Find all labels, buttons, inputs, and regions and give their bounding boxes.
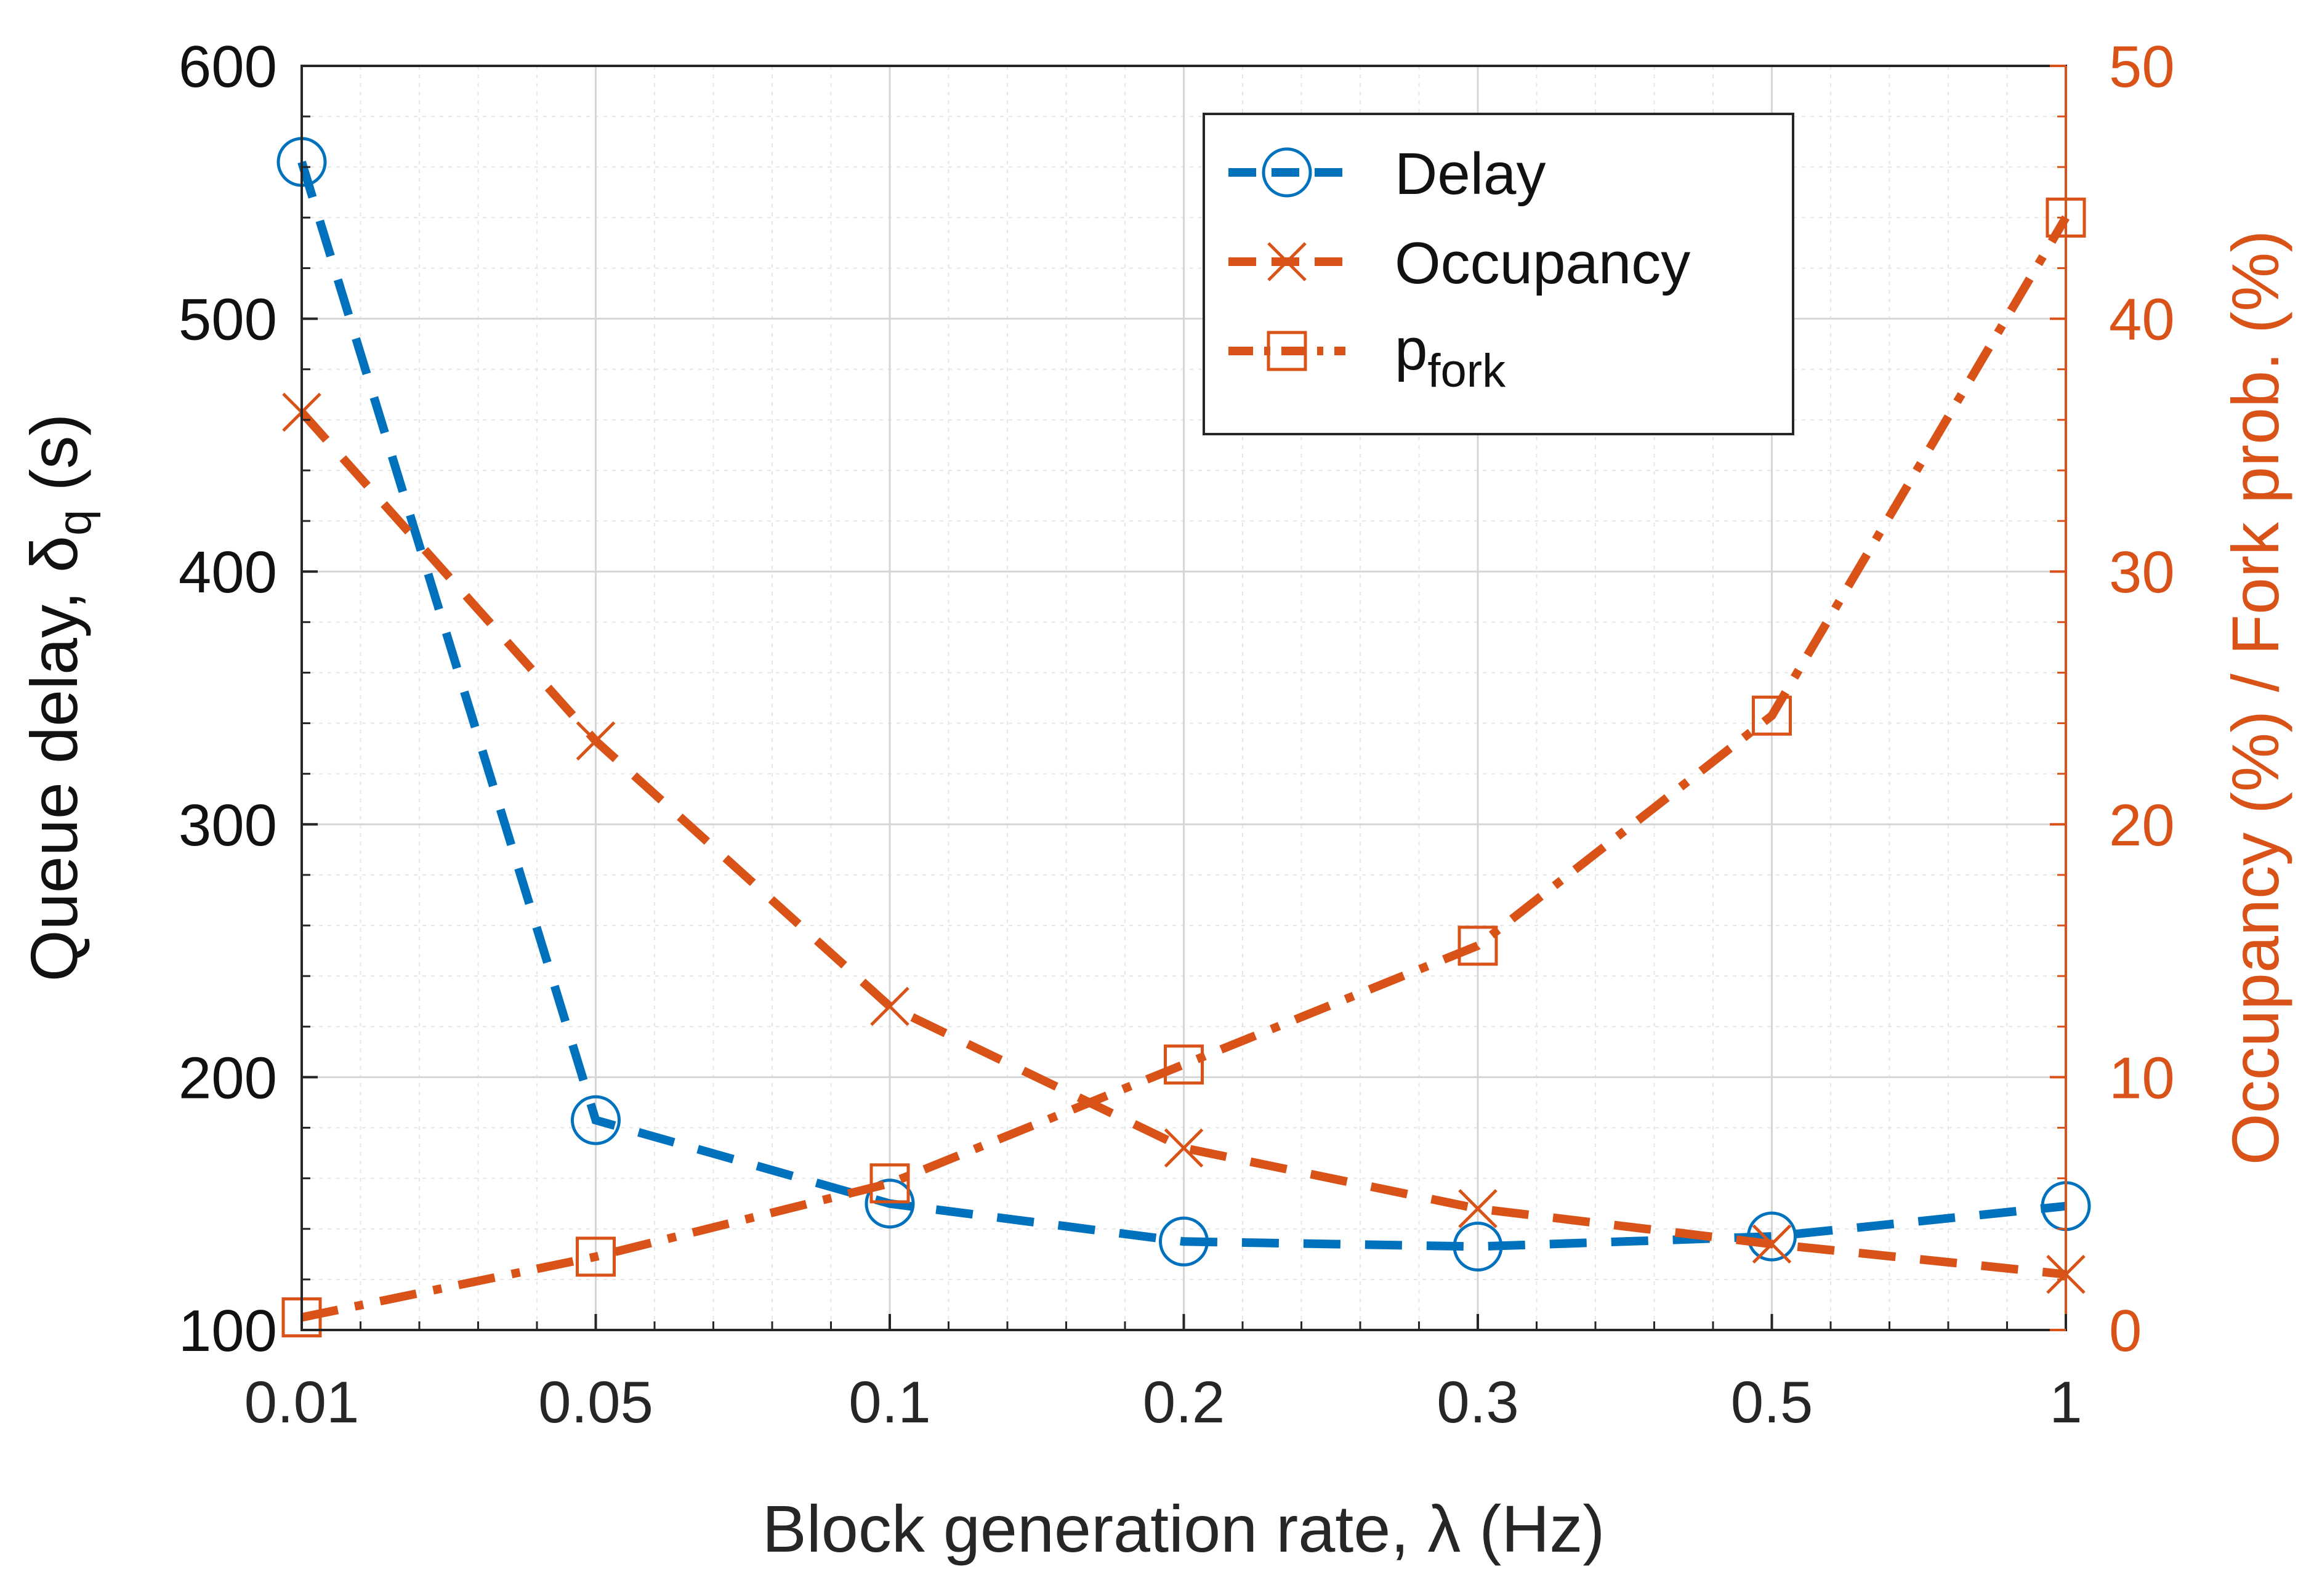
- data-point-p: [1457, 925, 1498, 966]
- data-point-p: [1752, 695, 1792, 736]
- x-axis-title: Block generation rate, λ (Hz): [762, 1491, 1605, 1566]
- ticks-layer: 0.01 0.05 0.1 0.2 0.3 0.5 1 100 200 300 400 500 600 0…: [179, 34, 2175, 1435]
- legend-marker-delay: [1262, 147, 1312, 198]
- x-tick-label: 1: [2049, 1369, 2082, 1435]
- data-point-delay: [1747, 1211, 1797, 1262]
- y-right-tick-label: 50: [2109, 34, 2175, 100]
- legend-label-occupancy: Occupancy: [1395, 230, 1690, 296]
- y-right-tick-label: 20: [2109, 792, 2175, 858]
- data-point-occupancy: [1752, 1224, 1792, 1264]
- data-point-occupancy: [1458, 1189, 1498, 1228]
- y-left-tick-label: 200: [179, 1045, 277, 1111]
- data-point-delay: [571, 1095, 621, 1145]
- y-left-tick-label: 500: [179, 287, 277, 353]
- left-axis-title: Queue delay, δq (s): [17, 414, 101, 982]
- left-axis-title-subscript: q: [49, 510, 101, 536]
- data-point-occupancy: [870, 986, 909, 1026]
- data-point-occupancy-stroke: [1164, 1128, 1204, 1168]
- x-tick-label: 0.1: [849, 1369, 930, 1435]
- data-point-occupancy: [576, 721, 616, 761]
- x-tick-label: 0.3: [1437, 1369, 1518, 1435]
- legend-marker-occupancy-stroke: [1267, 242, 1307, 281]
- data-point-occupancy-stroke: [870, 986, 909, 1026]
- series-line-delay: [297, 160, 2066, 1251]
- data-point-delay: [1453, 1222, 1503, 1272]
- left-axis-title-main: Queue delay, δ: [17, 536, 91, 982]
- legend-marker-p: [1267, 331, 1307, 371]
- data-point-delay: [1159, 1216, 1209, 1267]
- data-point-delay: [865, 1179, 915, 1229]
- data-point-occupancy-stroke: [576, 721, 616, 761]
- x-tick-label: 0.5: [1731, 1369, 1813, 1435]
- x-tick-label: 0.05: [538, 1369, 653, 1435]
- x-tick-label: 0.01: [244, 1369, 360, 1435]
- y-left-tick-label: 300: [179, 792, 277, 858]
- y-right-tick-label: 0: [2109, 1298, 2142, 1364]
- data-point-occupancy-stroke: [1458, 1189, 1498, 1228]
- data-point-p: [869, 1163, 910, 1204]
- x-tick-label: 0.2: [1143, 1369, 1225, 1435]
- legend-label-pfork-main: p: [1395, 316, 1427, 382]
- right-axis-title: Occupancy (%) / Fork prob. (%): [2218, 230, 2292, 1165]
- data-point-occupancy: [1164, 1128, 1204, 1168]
- left-axis-title-tail: (s): [17, 414, 91, 510]
- legend-label-pfork-subscript: fork: [1427, 345, 1506, 397]
- y-left-tick-label: 400: [179, 539, 277, 605]
- data-point-p: [1164, 1044, 1204, 1085]
- legend-label-delay: Delay: [1395, 141, 1546, 207]
- y-right-tick-label: 10: [2109, 1045, 2175, 1111]
- legend: Delay Occupancy pfork: [1203, 113, 1794, 435]
- data-point-p: [576, 1236, 616, 1277]
- y-left-tick-label: 600: [179, 34, 277, 100]
- y-right-tick-label: 40: [2109, 287, 2175, 353]
- legend-label-pfork: pfork: [1395, 316, 1506, 397]
- data-point-occupancy-stroke: [1752, 1224, 1792, 1264]
- y-right-tick-label: 30: [2109, 539, 2175, 605]
- legend-box: [1203, 113, 1794, 435]
- legend-marker-occupancy: [1267, 242, 1307, 281]
- series-line-p: [300, 215, 2070, 1322]
- legend-items: [1228, 147, 1345, 371]
- y-left-tick-label: 100: [179, 1298, 277, 1364]
